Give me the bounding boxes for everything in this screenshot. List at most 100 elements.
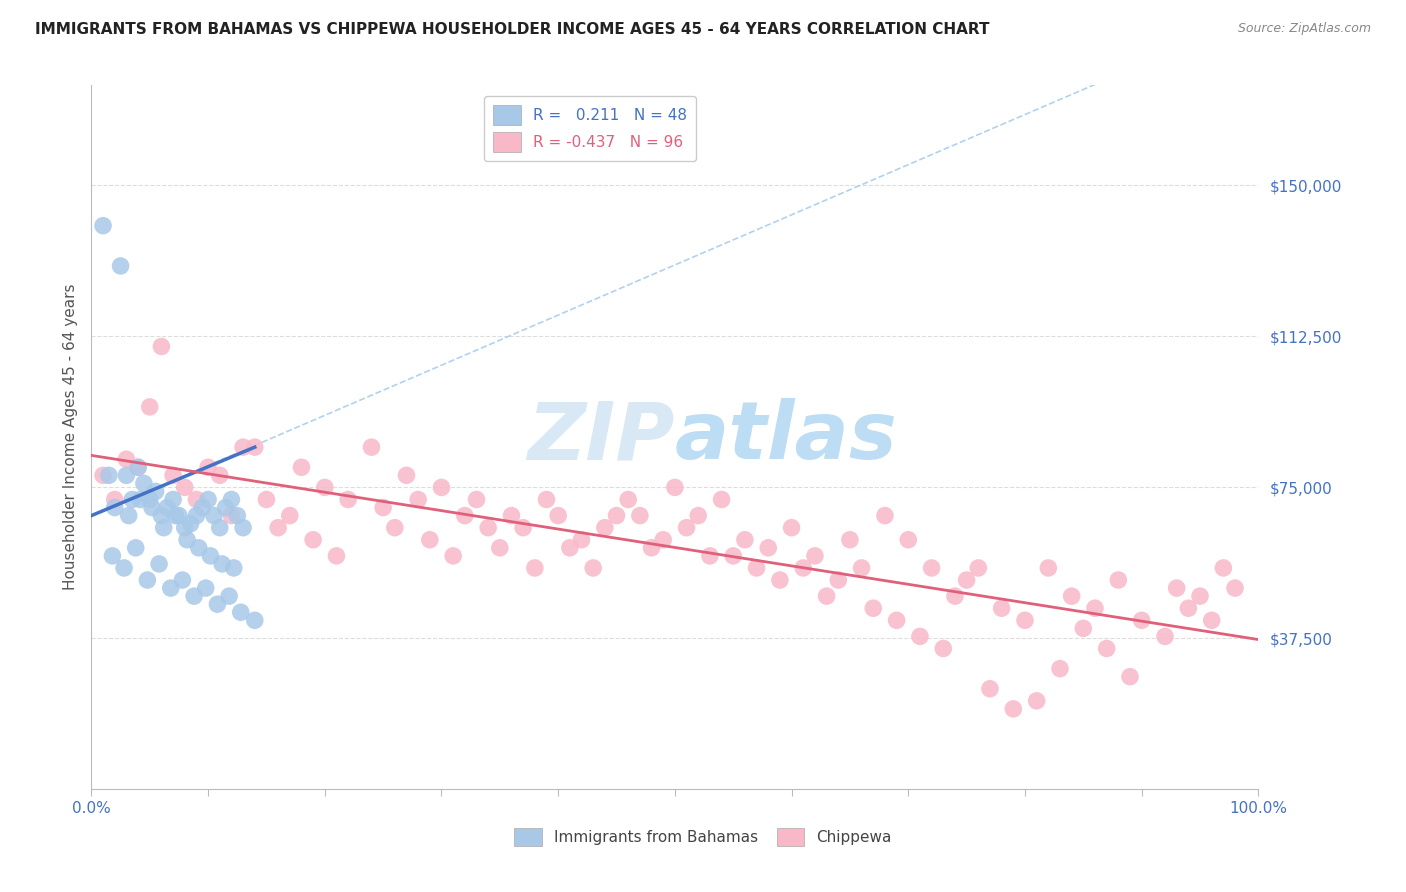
Point	[1177, 601, 1199, 615]
Point	[851, 561, 873, 575]
Point	[129, 492, 152, 507]
Point	[406, 492, 429, 507]
Point	[104, 500, 127, 515]
Point	[838, 533, 860, 547]
Point	[278, 508, 301, 523]
Point	[523, 561, 546, 575]
Point	[1201, 613, 1223, 627]
Point	[652, 533, 675, 547]
Point	[180, 516, 202, 531]
Point	[501, 508, 523, 523]
Point	[173, 521, 195, 535]
Point	[897, 533, 920, 547]
Text: Source: ZipAtlas.com: Source: ZipAtlas.com	[1237, 22, 1371, 36]
Point	[232, 440, 254, 454]
Point	[1166, 581, 1188, 595]
Point	[127, 460, 149, 475]
Point	[804, 549, 827, 563]
Point	[873, 508, 896, 523]
Point	[617, 492, 640, 507]
Point	[827, 573, 849, 587]
Point	[222, 561, 245, 575]
Point	[1212, 561, 1234, 575]
Point	[1154, 629, 1177, 643]
Point	[197, 492, 219, 507]
Point	[430, 480, 453, 494]
Point	[186, 508, 208, 523]
Point	[1223, 581, 1246, 595]
Point	[699, 549, 721, 563]
Point	[118, 508, 141, 523]
Point	[115, 468, 138, 483]
Point	[1038, 561, 1060, 575]
Point	[780, 521, 803, 535]
Point	[187, 541, 209, 555]
Point	[91, 468, 114, 483]
Point	[769, 573, 792, 587]
Point	[605, 508, 627, 523]
Point	[384, 521, 406, 535]
Text: IMMIGRANTS FROM BAHAMAS VS CHIPPEWA HOUSEHOLDER INCOME AGES 45 - 64 YEARS CORREL: IMMIGRANTS FROM BAHAMAS VS CHIPPEWA HOUS…	[35, 22, 990, 37]
Point	[186, 492, 208, 507]
Point	[125, 541, 148, 555]
Point	[979, 681, 1001, 696]
Point	[141, 500, 163, 515]
Point	[536, 492, 558, 507]
Point	[921, 561, 943, 575]
Point	[214, 500, 236, 515]
Point	[477, 521, 499, 535]
Point	[150, 339, 173, 353]
Point	[360, 440, 382, 454]
Point	[101, 549, 124, 563]
Point	[932, 641, 955, 656]
Point	[734, 533, 756, 547]
Legend: Immigrants from Bahamas, Chippewa: Immigrants from Bahamas, Chippewa	[506, 821, 900, 853]
Text: ZIP: ZIP	[527, 398, 675, 476]
Point	[664, 480, 686, 494]
Point	[1119, 670, 1142, 684]
Point	[176, 533, 198, 547]
Point	[1095, 641, 1118, 656]
Point	[723, 549, 745, 563]
Point	[956, 573, 979, 587]
Point	[967, 561, 990, 575]
Point	[441, 549, 464, 563]
Point	[1014, 613, 1036, 627]
Point	[138, 492, 162, 507]
Point	[688, 508, 710, 523]
Point	[1189, 589, 1212, 603]
Point	[1060, 589, 1083, 603]
Point	[558, 541, 581, 555]
Point	[547, 508, 569, 523]
Point	[183, 589, 205, 603]
Point	[815, 589, 838, 603]
Point	[202, 508, 225, 523]
Point	[582, 561, 605, 575]
Point	[162, 468, 184, 483]
Point	[337, 492, 360, 507]
Point	[1130, 613, 1153, 627]
Point	[862, 601, 884, 615]
Legend: R =   0.211   N = 48, R = -0.437   N = 96: R = 0.211 N = 48, R = -0.437 N = 96	[484, 96, 696, 161]
Point	[745, 561, 768, 575]
Point	[173, 480, 195, 494]
Point	[162, 492, 184, 507]
Point	[640, 541, 662, 555]
Y-axis label: Householder Income Ages 45 - 64 years: Householder Income Ages 45 - 64 years	[62, 284, 77, 591]
Point	[990, 601, 1012, 615]
Point	[138, 400, 162, 414]
Point	[218, 589, 240, 603]
Point	[908, 629, 931, 643]
Point	[1073, 621, 1095, 635]
Point	[465, 492, 488, 507]
Point	[371, 500, 394, 515]
Point	[489, 541, 512, 555]
Point	[710, 492, 733, 507]
Point	[1084, 601, 1107, 615]
Point	[512, 521, 534, 535]
Point	[221, 492, 243, 507]
Point	[886, 613, 908, 627]
Point	[208, 468, 231, 483]
Point	[110, 259, 132, 273]
Point	[302, 533, 325, 547]
